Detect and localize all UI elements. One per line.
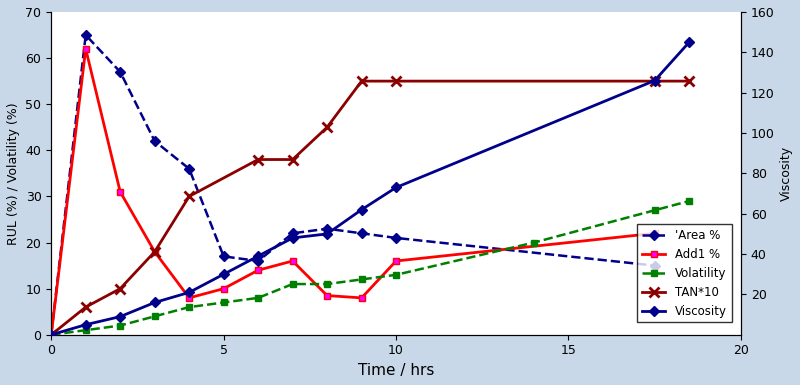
TAN*10: [288, 157, 298, 162]
Volatility: [150, 314, 159, 319]
Viscosity: [115, 314, 125, 319]
Add1 %: [322, 293, 332, 298]
Volatility: [219, 300, 229, 305]
'Area %: [288, 231, 298, 236]
'Area %: [115, 70, 125, 74]
TAN*10: [357, 79, 366, 84]
Add1 %: [150, 249, 159, 254]
Viscosity: [650, 78, 659, 83]
Volatility: [684, 199, 694, 203]
Line: 'Area %: 'Area %: [48, 32, 658, 338]
TAN*10: [322, 125, 332, 129]
TAN*10: [184, 194, 194, 199]
Add1 %: [391, 259, 401, 263]
Add1 %: [254, 268, 263, 273]
Volatility: [81, 328, 90, 333]
'Area %: [391, 236, 401, 240]
Viscosity: [150, 300, 159, 305]
'Area %: [254, 259, 263, 263]
Viscosity: [288, 236, 298, 240]
Viscosity: [184, 290, 194, 295]
'Area %: [650, 263, 659, 268]
Y-axis label: Viscosity: Viscosity: [780, 146, 793, 201]
'Area %: [219, 254, 229, 259]
Viscosity: [81, 322, 90, 327]
Y-axis label: RUL (%) / Volatility (%): RUL (%) / Volatility (%): [7, 102, 20, 245]
'Area %: [81, 33, 90, 37]
Viscosity: [391, 185, 401, 190]
Volatility: [357, 277, 366, 282]
Volatility: [650, 208, 659, 213]
Volatility: [288, 282, 298, 286]
Volatility: [391, 273, 401, 277]
X-axis label: Time / hrs: Time / hrs: [358, 363, 434, 378]
TAN*10: [650, 79, 659, 84]
Line: Add1 %: Add1 %: [48, 45, 658, 338]
Viscosity: [254, 254, 263, 258]
Line: TAN*10: TAN*10: [46, 76, 694, 340]
Volatility: [46, 333, 56, 337]
TAN*10: [81, 305, 90, 310]
TAN*10: [150, 249, 159, 254]
'Area %: [150, 139, 159, 143]
Add1 %: [288, 259, 298, 263]
'Area %: [46, 333, 56, 337]
Volatility: [115, 323, 125, 328]
Line: Volatility: Volatility: [49, 198, 692, 338]
Viscosity: [322, 232, 332, 236]
'Area %: [184, 166, 194, 171]
Add1 %: [357, 296, 366, 300]
TAN*10: [46, 333, 56, 337]
Viscosity: [684, 40, 694, 45]
TAN*10: [115, 286, 125, 291]
Legend: 'Area %, Add1 %, Volatility, TAN*10, Viscosity: 'Area %, Add1 %, Volatility, TAN*10, Vis…: [637, 224, 731, 322]
Add1 %: [115, 189, 125, 194]
Line: Viscosity: Viscosity: [48, 39, 693, 338]
Volatility: [322, 282, 332, 286]
'Area %: [322, 226, 332, 231]
Viscosity: [357, 208, 366, 212]
Volatility: [184, 305, 194, 310]
Add1 %: [46, 333, 56, 337]
Volatility: [529, 240, 538, 245]
Add1 %: [650, 231, 659, 236]
TAN*10: [684, 79, 694, 84]
Viscosity: [219, 272, 229, 276]
Add1 %: [81, 47, 90, 51]
Add1 %: [184, 296, 194, 300]
'Area %: [357, 231, 366, 236]
TAN*10: [254, 157, 263, 162]
TAN*10: [391, 79, 401, 84]
Volatility: [254, 296, 263, 300]
Add1 %: [219, 286, 229, 291]
Viscosity: [46, 333, 56, 337]
